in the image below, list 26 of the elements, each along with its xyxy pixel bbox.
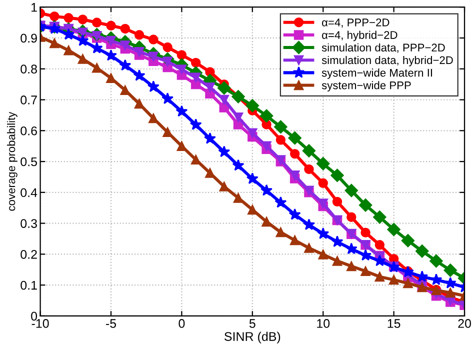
legend-label: α=4, PPP−2D	[322, 18, 390, 28]
y-tick-label: 0	[31, 312, 38, 321]
y-tick-label: 0.5	[20, 157, 37, 166]
y-tick-label: 0.3	[20, 219, 37, 228]
x-tick-label: -10	[32, 319, 49, 328]
y-tick-label: 0.4	[20, 188, 38, 198]
y-tick-label: 1	[32, 3, 37, 12]
y-tick-label: 0.2	[20, 250, 37, 259]
x-tick-label: 15	[388, 319, 400, 328]
x-axis-title: SINR (dB)	[224, 332, 280, 344]
legend-label: simulation data, PPP−2D	[322, 43, 445, 53]
legend-label: system−wide Matern II	[322, 68, 432, 79]
x-tick-label: 0	[178, 319, 185, 328]
x-tick-label: 5	[249, 319, 256, 328]
legend-label: simulation data, hybrid−2D	[322, 56, 453, 66]
x-tick-label: 10	[317, 319, 330, 328]
y-tick-label: 0.1	[20, 280, 37, 290]
y-tick-label: 0.6	[20, 126, 37, 136]
x-tick-label: 20	[458, 319, 471, 328]
y-tick-label: 0.8	[20, 64, 37, 74]
y-tick-label: 0.7	[20, 96, 37, 104]
legend-label: system−wide PPP	[322, 81, 411, 92]
legend-label: α=4, hybrid−2D	[322, 30, 398, 42]
y-axis-title: coverage probability	[7, 112, 18, 211]
y-tick-label: 0.9	[20, 34, 37, 43]
x-tick-label: -5	[106, 319, 116, 328]
